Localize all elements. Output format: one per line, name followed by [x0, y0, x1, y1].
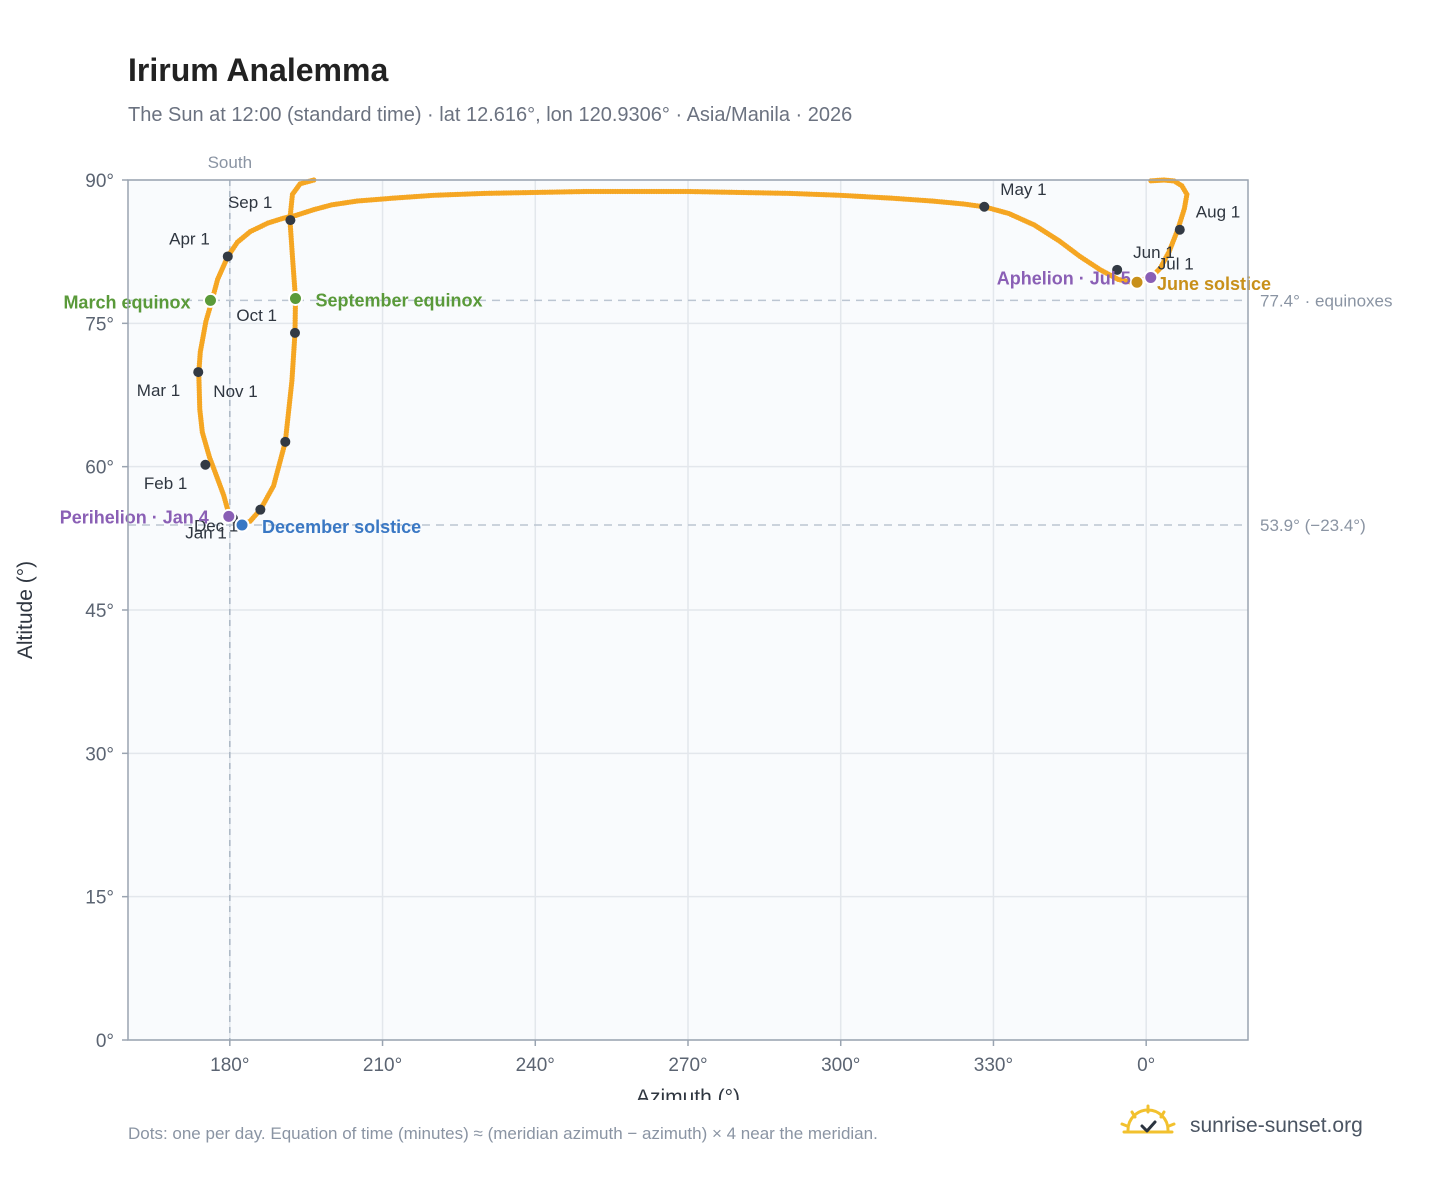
- brand-logo[interactable]: sunrise-sunset.org: [1120, 1104, 1390, 1148]
- x-tick-label: 180°: [210, 1055, 249, 1076]
- y-tick-label: 45°: [85, 601, 114, 622]
- month-label: Jul 1: [1158, 254, 1194, 273]
- event-marker: [287, 290, 303, 306]
- chart-subtitle: The Sun at 12:00 (standard time) · lat 1…: [128, 104, 853, 126]
- x-tick-label: 240°: [516, 1055, 555, 1076]
- grid: [128, 179, 1248, 1041]
- x-axis-label: Azimuth (°): [636, 1086, 740, 1100]
- month-label: May 1: [1000, 180, 1046, 199]
- month-marker: [979, 201, 990, 212]
- y-tick-label: 0°: [96, 1031, 114, 1052]
- x-tick-label: 300°: [821, 1055, 860, 1076]
- event-marker: [221, 508, 237, 524]
- reference-label: 53.9° (−23.4°): [1260, 516, 1366, 535]
- month-marker: [222, 251, 233, 262]
- event-markers: March equinox September equinox December s…: [60, 268, 1271, 536]
- event-label: Aphelion · Jul 5: [997, 268, 1131, 288]
- daily-path: [196, 177, 1190, 528]
- sun-logo-icon: [1120, 1104, 1176, 1134]
- y-tick-label: 60°: [85, 458, 114, 479]
- y-tick-label: 30°: [85, 744, 114, 765]
- event-marker: [234, 517, 250, 533]
- y-tick-label: 90°: [85, 171, 114, 192]
- chart-title: Irirum Analemma: [128, 52, 389, 88]
- y-axis-label: Altitude (°): [14, 561, 37, 659]
- month-marker: [255, 504, 266, 515]
- event-label: March equinox: [63, 292, 190, 312]
- y-tick-label: 75°: [85, 314, 114, 335]
- event-label: Perihelion · Jan 4: [60, 507, 209, 527]
- month-label: Aug 1: [1196, 203, 1240, 222]
- month-label: Nov 1: [213, 382, 257, 401]
- month-label: Jun 1: [1133, 243, 1175, 262]
- footnote: Dots: one per day. Equation of time (min…: [128, 1124, 878, 1143]
- event-marker: [1129, 274, 1145, 290]
- x-tick-label: 330°: [974, 1055, 1013, 1076]
- event-label: June solstice: [1157, 274, 1271, 294]
- analemma-chart: South 77.4° · equinoxes 53.9° (−23.4°) Jan…: [14, 153, 1393, 1100]
- month-marker: [193, 367, 204, 378]
- month-marker: [289, 327, 300, 338]
- month-label: Jan 1: [185, 523, 227, 542]
- month-marker: [285, 215, 296, 226]
- event-marker: [1143, 269, 1159, 285]
- month-label: Sep 1: [228, 193, 272, 212]
- brand-name: sunrise-sunset.org: [1190, 1114, 1363, 1137]
- month-marker: [200, 459, 211, 470]
- month-marker: [280, 436, 291, 447]
- y-tick-label: 15°: [85, 888, 114, 909]
- south-label: South: [208, 153, 252, 172]
- x-tick-label: 270°: [668, 1055, 707, 1076]
- month-label: Oct 1: [236, 306, 277, 325]
- event-label: December solstice: [262, 517, 421, 537]
- month-marker: [1112, 264, 1123, 275]
- month-label: Apr 1: [169, 229, 210, 248]
- x-tick-label: 210°: [363, 1055, 402, 1076]
- path-dot: [1148, 178, 1154, 184]
- event-marker: [202, 292, 218, 308]
- month-label: Mar 1: [137, 381, 180, 400]
- axes: 180° 210° 240° 270° 300° 330° 0° 0° 15° 30° 45° 60°…: [14, 171, 1249, 1100]
- month-label: Feb 1: [144, 474, 187, 493]
- reference-lines: South 77.4° · equinoxes 53.9° (−23.4°): [128, 153, 1393, 1040]
- reference-label: 77.4° · equinoxes: [1260, 291, 1393, 310]
- month-marker: [1174, 224, 1185, 235]
- x-tick-label: 0°: [1137, 1055, 1155, 1076]
- event-label: September equinox: [315, 290, 482, 310]
